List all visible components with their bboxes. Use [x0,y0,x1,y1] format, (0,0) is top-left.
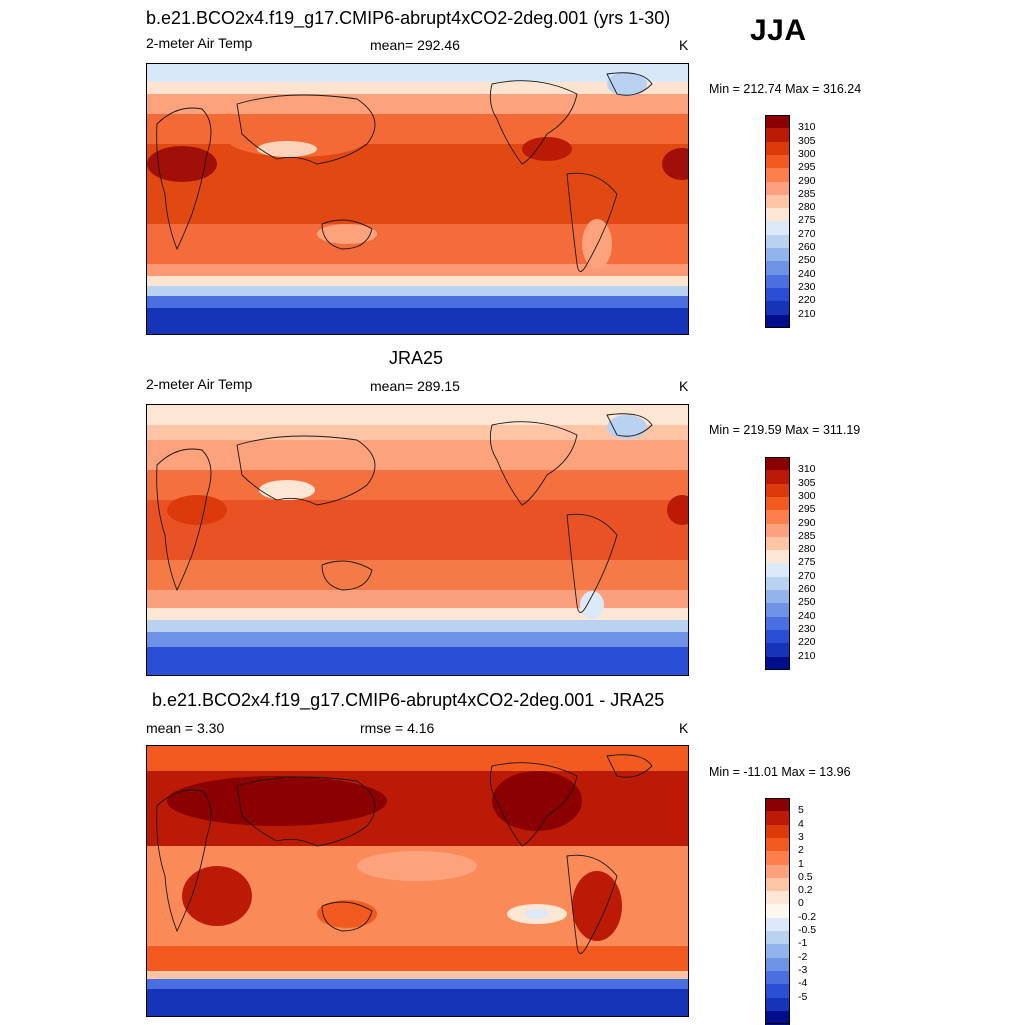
colorbar-tick-label: 285 [798,187,816,200]
colorbar-tick-label: 3 [798,830,804,843]
units-label: K [679,37,689,53]
colorbar-tick-label: 4 [798,817,804,830]
colorbar-tick-label: 305 [798,476,816,489]
colorbar-frame [765,798,790,1025]
colorbar-tick-label: 310 [798,121,816,134]
colorbar-frame [765,457,790,670]
rmse-label: rmse = 4.16 [360,720,435,736]
colorbar-tick-label: 275 [798,214,816,227]
panel-title: JRA25 [389,348,444,368]
colorbar-tick-label: 250 [798,596,816,609]
colorbar-tick-label: 210 [798,649,816,662]
colorbar-frame [765,115,790,328]
colorbar-tick-label: 230 [798,622,816,635]
variable-label: 2-meter Air Temp [146,376,253,392]
colorbar-tick-label: 280 [798,543,816,556]
colorbar-tick-label: 230 [798,280,816,293]
colorbar-tick-label: 240 [798,267,816,280]
mean-label: mean= 289.15 [370,378,460,394]
colorbar-tick-label: 0 [798,897,804,910]
colorbar-tick-label: 295 [798,161,816,174]
colorbar-tick-label: 300 [798,147,816,160]
colorbar-tick-label: -0.5 [798,924,817,936]
colorbar-tick-label: 290 [798,174,816,187]
season-label: JJA [750,14,807,47]
colorbar-tick-label: 300 [798,489,816,502]
colorbar-tick-label: 0.5 [798,870,813,883]
colorbar-tick-label: -4 [798,977,808,990]
variable-label: 2-meter Air Temp [146,35,253,51]
colorbar-tick-label: 250 [798,254,816,267]
colorbar-tick-label: 210 [798,307,816,320]
colorbar-tick-label: -5 [798,990,808,1003]
colorbar-tick-label: 280 [798,201,816,214]
colorbar-tick-label: 305 [798,134,816,147]
map-field [147,746,688,1016]
difference-map [146,745,689,1017]
colorbar-tick-label: 2 [798,844,804,857]
colorbar-tick-label: 275 [798,556,816,569]
colorbar-tick-label: 270 [798,227,816,240]
minmax-label: Min = 219.59 Max = 311.19 [709,423,861,437]
colorbar-tick-label: 220 [798,294,816,307]
colorbar-tick-label: 290 [798,516,816,529]
mean-label: mean = 3.30 [146,720,225,736]
colorbar-tick-label: -0.2 [798,910,817,923]
colorbar-tick-label: 240 [798,609,816,622]
colorbar-tick-label: 0.2 [798,884,813,897]
minmax-label: Min = -11.01 Max = 13.96 [709,765,851,779]
colorbar-tick-label: 260 [798,241,816,253]
panel-title: b.e21.BCO2x4.f19_g17.CMIP6-abrupt4xCO2-2… [152,690,665,710]
map-field [147,405,688,675]
units-label: K [679,378,689,394]
panel-title: b.e21.BCO2x4.f19_g17.CMIP6-abrupt4xCO2-2… [146,8,671,28]
colorbar-tick-label: 1 [798,857,804,870]
colorbar-tick-label: 220 [798,636,816,649]
colorbar-tick-label: 270 [798,569,816,582]
colorbar-tick-label: -3 [798,963,808,976]
minmax-label: Min = 212.74 Max = 316.24 [709,82,862,96]
mean-label: mean= 292.46 [370,37,460,53]
temperature-map [146,63,689,335]
colorbar-tick-label: 5 [798,804,804,817]
colorbar-tick-label: -1 [798,937,808,950]
colorbar-tick-label: 260 [798,583,816,595]
colorbar-tick-label: 285 [798,529,816,542]
colorbar-tick-label: -2 [798,950,808,963]
colorbar-tick-label: 310 [798,463,816,476]
temperature-map [146,404,689,676]
map-field [147,64,688,334]
units-label: K [679,720,689,736]
colorbar-tick-label: 295 [798,503,816,516]
